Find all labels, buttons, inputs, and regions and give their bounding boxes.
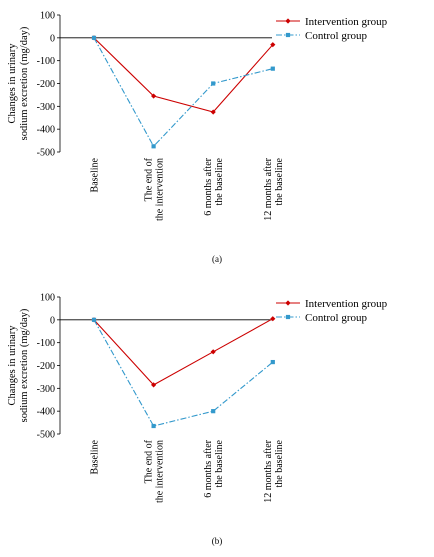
- x-tick-label-line: The end of: [144, 157, 155, 201]
- y-tick-label: 0: [50, 33, 55, 44]
- y-tick-label: -500: [37, 148, 55, 159]
- x-tick-label-line: 6 months after: [203, 439, 214, 497]
- panel-a-caption: (a): [212, 254, 222, 264]
- y-tick-label: 100: [40, 11, 55, 22]
- x-tick-label-line: the intervention: [155, 158, 166, 221]
- data-point-control: [211, 81, 216, 86]
- data-point-control: [211, 409, 216, 414]
- y-tick-label: -300: [37, 384, 55, 395]
- x-tick-label: 12 months afterthe baseline: [263, 157, 285, 220]
- x-tick-label-line: the baseline: [214, 439, 225, 487]
- data-point-control: [91, 317, 97, 322]
- data-point-intervention: [270, 316, 276, 322]
- x-tick-label: Baseline: [90, 439, 101, 474]
- legend-marker: [285, 32, 291, 38]
- y-tick-label: -100: [37, 56, 55, 67]
- x-tick-label: Baseline: [90, 157, 101, 192]
- legend-marker: [285, 300, 291, 306]
- legend-label: Intervention group: [305, 298, 388, 310]
- data-point-control: [270, 66, 275, 71]
- y-axis-title-line2: sodium excretion (mg/day): [19, 26, 30, 140]
- x-tick-label-line: Baseline: [90, 439, 101, 474]
- x-tick-label-line: 12 months after: [263, 157, 274, 220]
- y-tick-label: -500: [37, 430, 55, 441]
- y-tick-label: -200: [37, 361, 55, 372]
- line-chart-b: 100 0 -100 -200 -300 -400 -500 Changes in urina…: [7, 293, 388, 504]
- chart-panel-b: 100 0 -100 -200 -300 -400 -500 Changes in urina…: [0, 282, 434, 557]
- chart-panel-a: 100 0 -100 -200 -300 -400 -500 Changes in urina…: [0, 0, 434, 275]
- y-axis-title: Changes in urinarysodium excretion (mg/d…: [7, 26, 30, 140]
- y-axis-title: Changes in urinarysodium excretion (mg/d…: [7, 308, 30, 422]
- x-tick-label: The end ofthe intervention: [144, 157, 166, 221]
- series-line-control: [93, 319, 274, 427]
- data-point-control: [151, 423, 156, 429]
- panel-b-caption: (b): [211, 536, 223, 546]
- legend-label: Control group: [305, 30, 368, 42]
- data-point-control: [91, 35, 97, 40]
- x-tick-label: The end ofthe intervention: [144, 439, 166, 503]
- y-tick-label: -400: [37, 125, 55, 136]
- data-point-control: [151, 144, 156, 149]
- y-axis-title-line2: sodium excretion (mg/day): [19, 308, 30, 422]
- x-tick-label-line: Baseline: [90, 157, 101, 192]
- legend-marker: [285, 314, 291, 320]
- y-tick-label: -200: [37, 79, 55, 90]
- legend-marker: [285, 18, 291, 24]
- data-point-intervention: [210, 349, 216, 355]
- data-point-intervention: [151, 93, 157, 99]
- x-tick-label-line: the baseline: [274, 439, 285, 487]
- data-point-intervention: [270, 42, 276, 48]
- x-tick-label: 6 months afterthe baseline: [203, 157, 225, 215]
- line-chart-a: 100 0 -100 -200 -300 -400 -500 Changes in urina…: [7, 11, 388, 222]
- series-line-intervention: [93, 318, 274, 386]
- series-line-intervention: [93, 37, 274, 113]
- y-tick-label: 100: [40, 293, 55, 304]
- y-tick-label: -300: [37, 102, 55, 113]
- y-tick-label: 0: [50, 315, 55, 326]
- x-tick-label-line: The end of: [144, 439, 155, 483]
- legend-label: Intervention group: [305, 16, 388, 28]
- series-line-control: [93, 37, 273, 148]
- y-tick-label: -400: [37, 407, 55, 418]
- y-tick-label: -100: [37, 338, 55, 349]
- x-tick-label: 12 months afterthe baseline: [263, 439, 285, 502]
- y-axis-title-line1: Changes in urinary: [7, 43, 18, 124]
- data-point-control: [270, 359, 275, 365]
- legend-label: Control group: [305, 312, 368, 324]
- x-tick-label-line: the intervention: [155, 440, 166, 503]
- x-tick-label: 6 months afterthe baseline: [203, 439, 225, 497]
- x-tick-label-line: the baseline: [274, 157, 285, 205]
- x-tick-label-line: the baseline: [214, 157, 225, 205]
- data-point-intervention: [210, 109, 216, 115]
- x-tick-label-line: 6 months after: [203, 157, 214, 215]
- x-tick-label-line: 12 months after: [263, 439, 274, 502]
- y-axis-title-line1: Changes in urinary: [7, 325, 18, 406]
